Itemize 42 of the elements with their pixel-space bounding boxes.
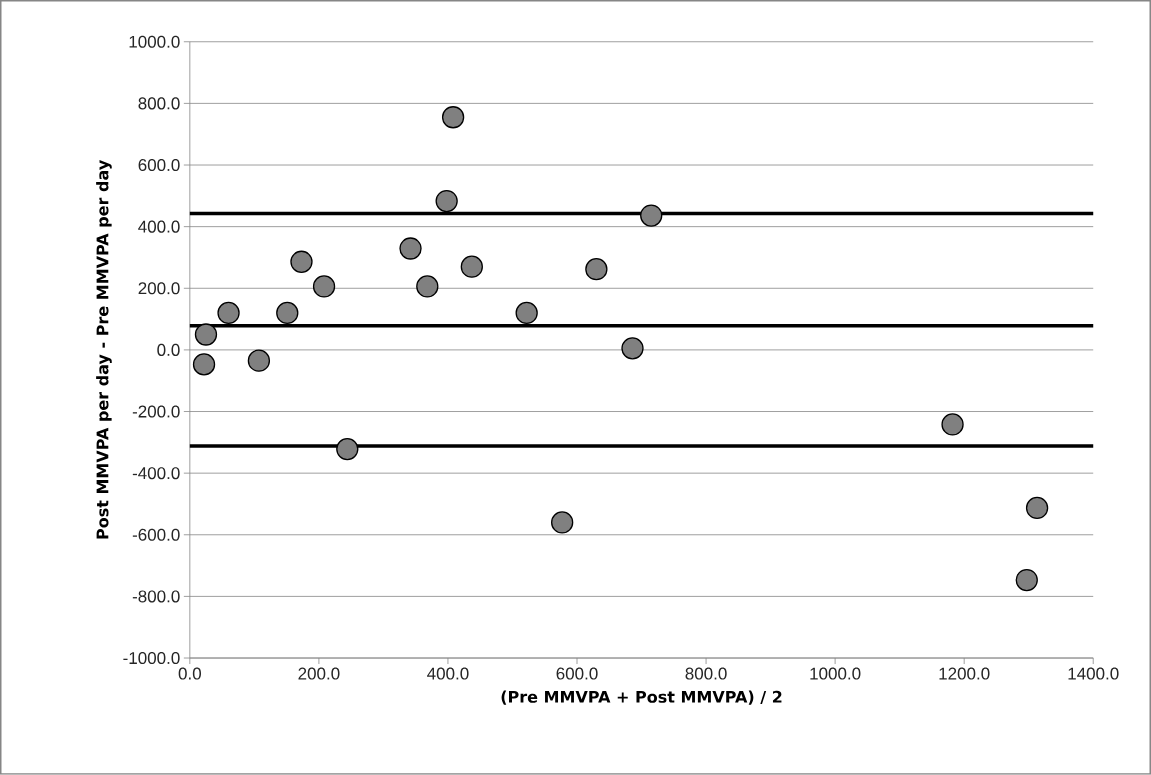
point [192,353,216,376]
point [640,204,663,227]
point [247,349,271,372]
x-tick-label: 1400.0 [1068,667,1119,680]
point [621,337,644,360]
point [217,301,240,325]
point [290,250,313,273]
y-tick-label: 200.0 [138,282,180,295]
x-axis-title: (Pre MMVPA + Post MMVPA) / 2 [501,690,782,705]
y-tick-label: -200.0 [132,405,180,418]
y-tick-label: 600.0 [138,159,180,172]
x-tick-label: 600.0 [556,667,598,680]
y-tick-label: 400.0 [138,220,180,233]
y-tick-label: -800.0 [132,590,180,603]
point [515,301,538,325]
x-tick-label: 400.0 [427,667,469,680]
point [194,323,218,346]
point [399,237,422,260]
x-tick-label: 800.0 [685,667,727,680]
point [435,189,458,213]
point [460,255,483,278]
point [336,438,359,461]
point [551,511,574,534]
point [276,301,299,325]
y-tick-label: 1000.0 [129,35,180,48]
point [941,413,964,436]
x-tick-label: 1200.0 [939,667,990,680]
point [416,275,439,298]
point [441,106,465,129]
y-tick-label: -600.0 [132,528,180,541]
point [312,275,336,298]
y-tick-label: 800.0 [138,97,180,110]
y-axis-title: Post MMVPA per day - Pre MMVPA per day [96,160,112,539]
point [1025,496,1049,520]
x-tick-label: 200.0 [298,667,340,680]
x-tick-label: 1000.0 [810,667,861,680]
x-tick-label: 0.0 [178,667,202,680]
point [585,258,608,281]
point [1015,568,1038,592]
y-tick-label: -1000.0 [123,652,180,665]
y-tick-label: 0.0 [157,343,180,356]
y-tick-label: -400.0 [132,467,180,480]
